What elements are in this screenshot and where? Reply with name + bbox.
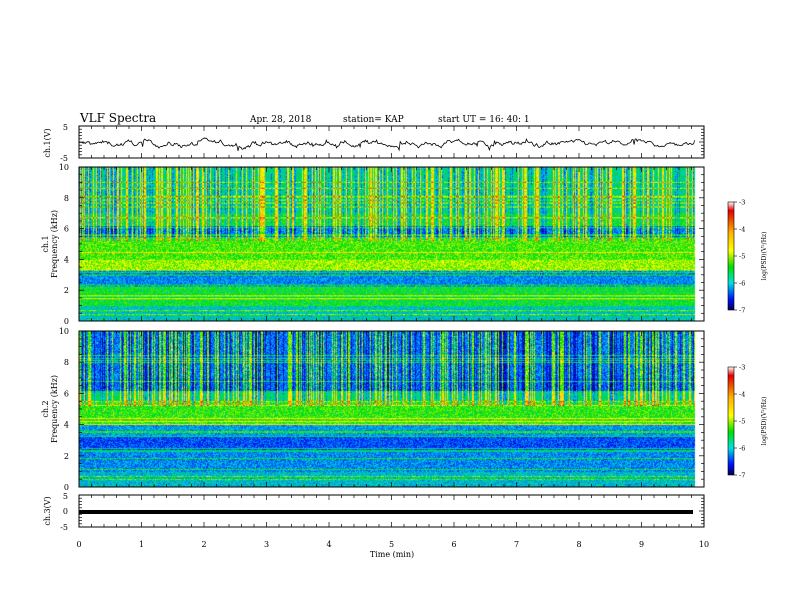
ch1-spectrogram-heatmap [79, 167, 704, 321]
time-tick-label: 4 [326, 540, 331, 549]
colorbar-tick-label: -4 [739, 391, 745, 399]
frequency-tick-label: 2 [64, 286, 69, 295]
frequency-tick-label: 2 [64, 452, 69, 461]
time-tick-label: 5 [389, 540, 394, 549]
frequency-tick-label: 6 [64, 225, 69, 234]
ch1-colorbar-label: log(PSD)(V²/Hz) [761, 232, 768, 281]
xaxis-label: Time (min) [370, 550, 414, 559]
ch2-colorbar: -3 -4 -5 -6 -7 log(PSD)(V²/Hz) [727, 364, 768, 480]
ch1-channel-label: ch.1 [41, 235, 50, 252]
time-tick-label: 0 [76, 540, 81, 549]
time-tick-label: 3 [264, 540, 269, 549]
header-start-time: start UT = 16: 40: 1 [438, 115, 530, 125]
ch3-waveform-ticks [78, 494, 705, 528]
colorbar-tick-label: -7 [739, 307, 745, 315]
ch3-ylabel: ch.3(V) [43, 496, 52, 525]
ch1-trace-line [78, 137, 695, 152]
ch1-colorbar-gradient [727, 201, 735, 311]
header-date: Apr. 28, 2018 [249, 115, 312, 125]
frequency-tick-label: 6 [64, 389, 69, 398]
frequency-tick-label: 10 [59, 163, 69, 172]
time-tick-label: 7 [514, 540, 519, 549]
ch1-spectrogram-panel: 0 2 4 6 8 10 ch.1 Frequency (kHz) [41, 163, 705, 326]
ch1-spectrogram-ticks [78, 166, 705, 322]
ch1-frequency-tick-labels: 0 2 4 6 8 10 [59, 163, 69, 326]
colorbar-tick-label: -3 [739, 199, 745, 207]
figure-title: VLF Spectra [79, 111, 156, 125]
colorbar-tick-label: -3 [739, 364, 745, 372]
ch2-spectrogram-ticks [78, 330, 705, 488]
frequency-tick-label: 4 [64, 421, 69, 430]
frequency-tick-label: 0 [64, 317, 69, 326]
ch1-colorbar: -3 -4 -5 -6 -7 log(PSD)(V²/Hz) [727, 199, 768, 315]
time-tick-label: 9 [639, 540, 644, 549]
time-tick-label: 1 [139, 540, 144, 549]
colorbar-tick-label: -6 [739, 445, 745, 453]
ch1-ytick-bottom: -5 [60, 154, 68, 163]
ch2-channel-label: ch.2 [41, 400, 50, 417]
ch2-frequency-tick-labels: 0 2 4 6 8 10 [59, 327, 69, 492]
ch3-waveform-panel: 5 0 -5 ch.3(V) [43, 492, 705, 532]
ch1-ylabel: ch.1(V) [43, 128, 52, 157]
ch2-colorbar-ticks: -3 -4 -5 -6 -7 [734, 364, 745, 480]
colorbar-tick-label: -4 [739, 226, 745, 234]
time-tick-labels: 0 1 2 3 4 5 6 7 8 9 10 [76, 540, 709, 549]
ch1-waveform-panel: 5 -5 ch.1(V) [43, 123, 705, 163]
time-tick-label: 10 [699, 540, 709, 549]
colorbar-tick-label: -5 [739, 253, 745, 261]
ch1-ytick-top: 5 [63, 123, 68, 132]
ch1-frequency-label: Frequency (kHz) [50, 210, 59, 278]
ch3-ytick-top: 5 [63, 492, 68, 501]
colorbar-tick-label: -6 [739, 280, 745, 288]
ch3-ytick-mid: 0 [63, 507, 68, 516]
frequency-tick-label: 10 [59, 327, 69, 336]
colorbar-tick-label: -5 [739, 418, 745, 426]
frequency-tick-label: 0 [64, 483, 69, 492]
frequency-tick-label: 8 [64, 194, 69, 203]
time-tick-label: 6 [451, 540, 456, 549]
frequency-tick-label: 4 [64, 255, 69, 264]
ch3-ytick-bottom: -5 [60, 523, 68, 532]
ch2-spectrogram-heatmap [79, 331, 704, 487]
ch2-colorbar-label: log(PSD)(V²/Hz) [761, 397, 768, 446]
ch1-waveform-ticks [78, 125, 705, 159]
ch2-frequency-label: Frequency (kHz) [50, 375, 59, 443]
ch2-colorbar-gradient [727, 366, 735, 476]
colorbar-tick-label: -7 [739, 472, 745, 480]
ch1-trace [78, 137, 695, 152]
ch1-colorbar-ticks: -3 -4 -5 -6 -7 [734, 199, 745, 315]
time-tick-label: 2 [201, 540, 206, 549]
frequency-tick-label: 8 [64, 358, 69, 367]
ch2-spectrogram-panel: 0 2 4 6 8 10 ch.2 Frequency (kHz) [41, 327, 705, 492]
time-tick-label: 8 [576, 540, 581, 549]
header-station: station= KAP [343, 115, 404, 125]
